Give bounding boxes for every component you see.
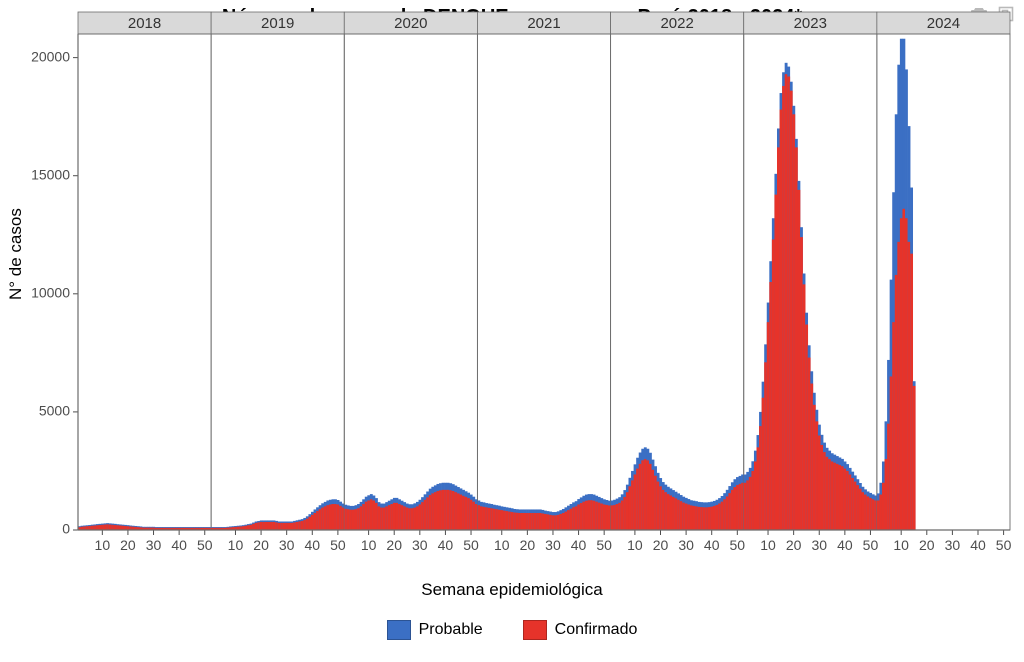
chart-container: Número de casos de DENGUE por semana, Pe… (0, 0, 1024, 662)
svg-text:2024: 2024 (927, 15, 960, 32)
svg-text:10: 10 (361, 537, 377, 553)
svg-text:10: 10 (494, 537, 510, 553)
svg-text:10: 10 (760, 537, 776, 553)
svg-text:20: 20 (919, 537, 935, 553)
x-axis-label: Semana epidemiológica (0, 580, 1024, 600)
svg-text:10: 10 (627, 537, 643, 553)
chart-svg: 0 5000 10000 15000 20000 2018 10 20 30 40 50 2019 10… (0, 0, 1024, 620)
svg-text:30: 30 (811, 537, 827, 553)
svg-text:20: 20 (653, 537, 669, 553)
svg-text:40: 40 (571, 537, 587, 553)
svg-text:40: 40 (970, 537, 986, 553)
svg-text:10000: 10000 (31, 285, 70, 301)
svg-text:30: 30 (146, 537, 162, 553)
svg-text:40: 40 (304, 537, 320, 553)
svg-text:2023: 2023 (794, 15, 827, 32)
svg-text:20: 20 (786, 537, 802, 553)
svg-text:2020: 2020 (394, 15, 427, 32)
svg-text:30: 30 (412, 537, 428, 553)
svg-text:20: 20 (120, 537, 136, 553)
legend-swatch-probable (387, 620, 411, 640)
svg-text:50: 50 (330, 537, 346, 553)
svg-text:2019: 2019 (261, 15, 294, 32)
svg-text:40: 40 (837, 537, 853, 553)
svg-text:50: 50 (197, 537, 213, 553)
svg-text:30: 30 (545, 537, 561, 553)
svg-text:10: 10 (95, 537, 111, 553)
svg-text:5000: 5000 (39, 403, 70, 419)
svg-text:10: 10 (228, 537, 244, 553)
legend-label-probable: Probable (419, 621, 483, 639)
svg-text:30: 30 (945, 537, 961, 553)
svg-text:30: 30 (678, 537, 694, 553)
svg-text:2022: 2022 (660, 15, 693, 32)
svg-text:20: 20 (253, 537, 269, 553)
svg-text:0: 0 (62, 521, 70, 537)
legend: Probable Confirmado (0, 620, 1024, 640)
svg-text:15000: 15000 (31, 166, 70, 182)
svg-text:50: 50 (863, 537, 879, 553)
svg-text:40: 40 (171, 537, 187, 553)
svg-text:2021: 2021 (527, 15, 560, 32)
legend-item-probable: Probable (387, 620, 483, 640)
svg-text:20: 20 (386, 537, 402, 553)
svg-text:20: 20 (520, 537, 536, 553)
svg-text:10: 10 (893, 537, 909, 553)
svg-text:2018: 2018 (128, 15, 161, 32)
svg-text:50: 50 (730, 537, 746, 553)
svg-text:40: 40 (704, 537, 720, 553)
legend-swatch-confirmado (523, 620, 547, 640)
svg-text:50: 50 (996, 537, 1012, 553)
svg-text:50: 50 (463, 537, 479, 553)
svg-text:20000: 20000 (31, 48, 70, 64)
svg-text:40: 40 (438, 537, 454, 553)
legend-item-confirmado: Confirmado (523, 620, 638, 640)
svg-text:30: 30 (279, 537, 295, 553)
legend-label-confirmado: Confirmado (555, 621, 638, 639)
svg-text:50: 50 (596, 537, 612, 553)
